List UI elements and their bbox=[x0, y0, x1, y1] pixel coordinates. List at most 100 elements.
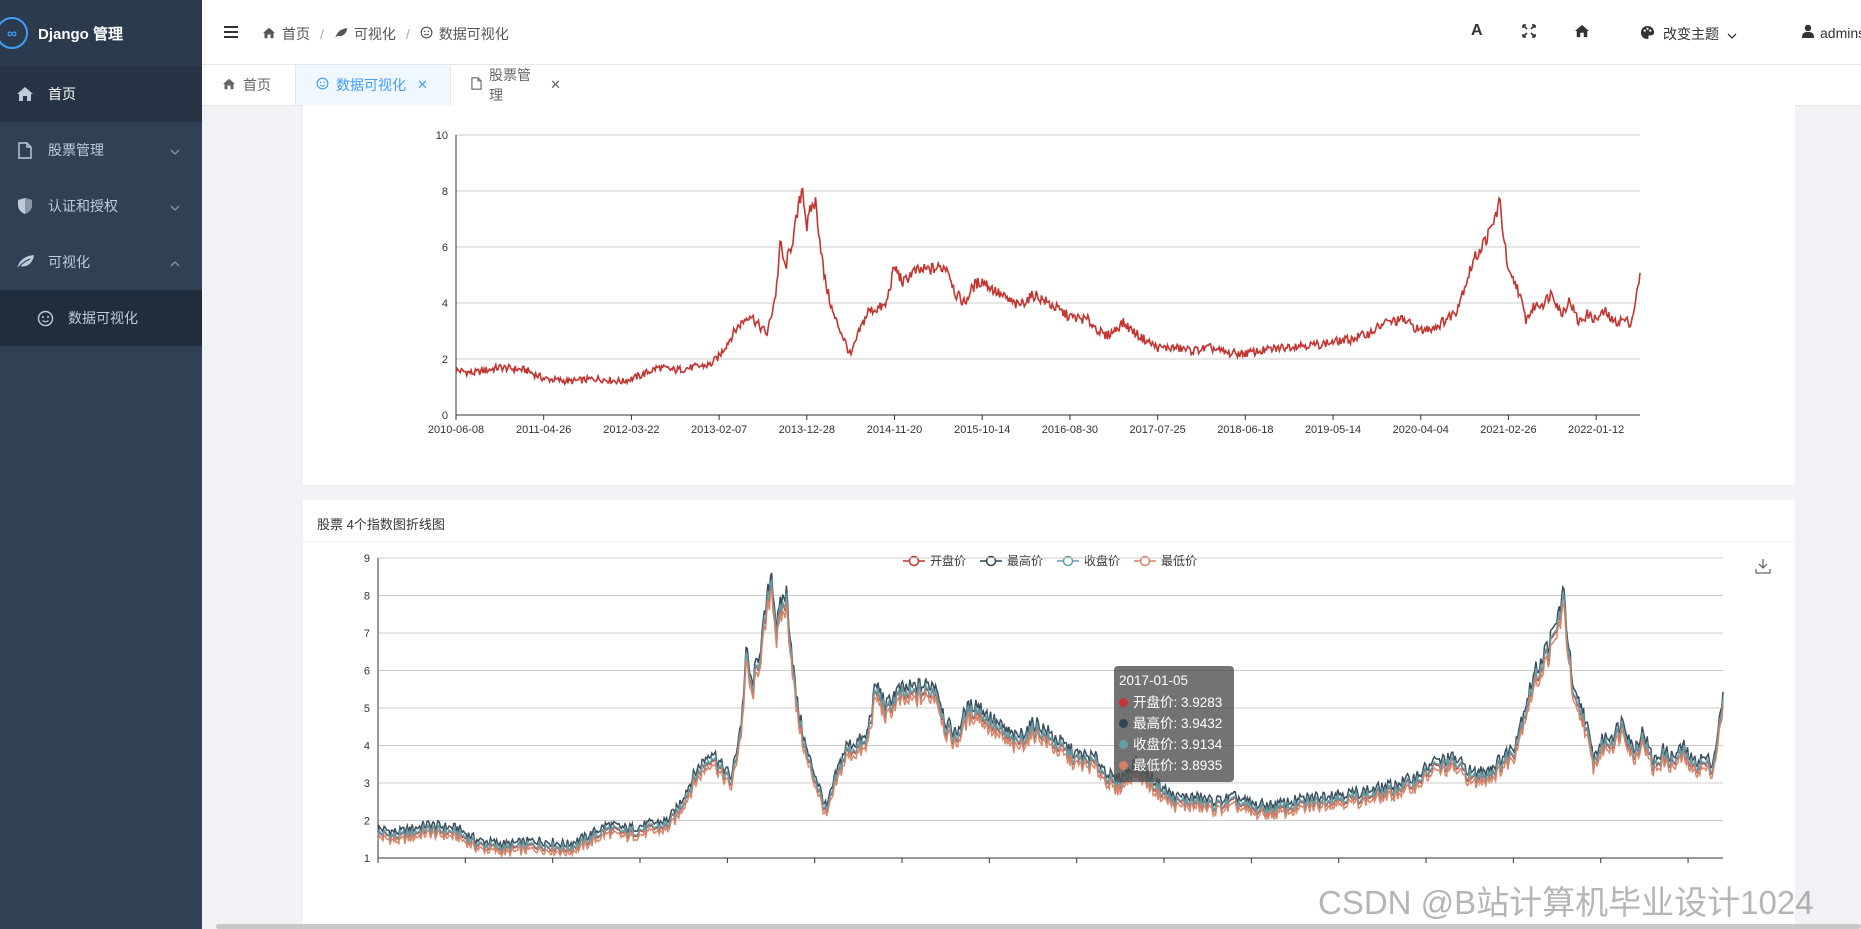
y-tick-label: 3 bbox=[364, 778, 370, 790]
tooltip-row: 最高价: 3.9432 bbox=[1119, 713, 1229, 734]
home-icon[interactable] bbox=[1574, 24, 1590, 43]
series-line bbox=[377, 589, 1724, 859]
tooltip-value: 开盘价: 3.9283 bbox=[1133, 695, 1223, 710]
breadcrumb-home[interactable]: 首页 bbox=[282, 26, 310, 42]
shield-icon bbox=[14, 195, 36, 217]
y-tick-label: 4 bbox=[442, 298, 448, 310]
sidebar-item-label: 首页 bbox=[48, 86, 76, 102]
y-tick-label: 2 bbox=[442, 354, 448, 366]
brand[interactable]: ∞ Django 管理 bbox=[0, 0, 202, 66]
x-tick-label: 2020-04-04 bbox=[1393, 424, 1449, 436]
chevron-down-icon bbox=[1727, 26, 1737, 42]
x-tick-label: 2018-06-18 bbox=[1217, 424, 1273, 436]
x-tick-label: 2021-02-26 bbox=[1480, 424, 1536, 436]
divider bbox=[303, 541, 1795, 542]
series-line bbox=[455, 187, 1641, 387]
x-tick-label: 2011-04-26 bbox=[516, 424, 571, 436]
tooltip-row: 收盘价: 3.9134 bbox=[1119, 734, 1229, 755]
sidebar-item-label: 数据可视化 bbox=[68, 310, 138, 326]
user-icon bbox=[1802, 24, 1814, 41]
x-tick-label: 2015-10-14 bbox=[954, 424, 1010, 436]
smile-icon bbox=[420, 26, 433, 42]
theme-label: 改变主题 bbox=[1663, 26, 1719, 42]
price-line-chart: 0 2 4 6 8 10 2010-06-08 2011-04-26 2012-03-22 201… bbox=[428, 130, 1641, 436]
series-line bbox=[377, 572, 1724, 851]
indices-line-chart: 1 2 3 4 5 6 7 8 9 bbox=[364, 553, 1724, 865]
x-tick-label: 2013-02-07 bbox=[691, 424, 747, 436]
y-tick-label: 6 bbox=[442, 242, 448, 254]
font-size-icon[interactable]: A bbox=[1471, 22, 1483, 39]
x-tick-label: 2010-06-08 bbox=[428, 424, 484, 436]
home-icon bbox=[14, 83, 36, 105]
sidebar-item-label: 认证和授权 bbox=[48, 198, 118, 214]
tab-stock[interactable]: 股票管理 ✕ bbox=[451, 65, 581, 105]
tooltip-value: 收盘价: 3.9134 bbox=[1133, 737, 1223, 752]
file-icon bbox=[471, 77, 482, 93]
y-tick-label: 4 bbox=[364, 741, 370, 753]
submenu-visualization: 数据可视化 bbox=[0, 290, 202, 346]
chart-tooltip: 2017-01-05 开盘价: 3.9283 最高价: 3.9432 收盘价: … bbox=[1114, 666, 1234, 782]
fullscreen-icon[interactable] bbox=[1522, 24, 1536, 43]
infinity-logo-icon: ∞ bbox=[0, 17, 28, 49]
sidebar-item-label: 可视化 bbox=[48, 254, 90, 270]
user-menu[interactable]: admins bbox=[1802, 24, 1861, 41]
y-tick-label: 7 bbox=[364, 628, 370, 640]
theme-dropdown[interactable]: 改变主题 bbox=[1640, 24, 1737, 44]
tooltip-date: 2017-01-05 bbox=[1119, 673, 1189, 688]
chart-card-price: 0 2 4 6 8 10 2010-06-08 2011-04-26 2012-03-22 201… bbox=[303, 105, 1795, 485]
tooltip-value: 最低价: 3.8935 bbox=[1133, 758, 1223, 773]
tab-label: 数据可视化 bbox=[336, 77, 406, 93]
sidebar-item-data-visualization[interactable]: 数据可视化 bbox=[0, 290, 202, 346]
tab-home[interactable]: 首页 bbox=[202, 65, 295, 105]
header: 首页 / 可视化 / 数据可视化 A 改变主题 admins bbox=[202, 0, 1861, 65]
y-tick-label: 1 bbox=[364, 853, 370, 865]
x-tick-label: 2017-07-25 bbox=[1129, 424, 1185, 436]
file-icon bbox=[14, 139, 36, 161]
app-title: Django 管理 bbox=[38, 25, 123, 43]
x-tick-label: 2016-08-30 bbox=[1042, 424, 1098, 436]
close-icon[interactable]: ✕ bbox=[417, 77, 428, 92]
chevron-down-icon bbox=[170, 198, 180, 214]
y-tick-label: 8 bbox=[364, 591, 370, 603]
chart-title: 股票 4个指数图折线图 bbox=[317, 517, 445, 532]
sidebar: ∞ Django 管理 首页 股票管理 认证和授权 可视化 bbox=[0, 0, 202, 929]
series-dot-icon bbox=[1119, 719, 1128, 728]
x-tick-label: 2013-12-28 bbox=[779, 424, 835, 436]
tab-bar: 首页 数据可视化 ✕ 股票管理 ✕ bbox=[202, 65, 1861, 106]
series-dot-icon bbox=[1119, 761, 1128, 770]
download-icon[interactable] bbox=[1755, 558, 1771, 579]
series-line bbox=[377, 580, 1724, 855]
breadcrumb-visualization[interactable]: 可视化 bbox=[353, 26, 396, 42]
user-label: admins bbox=[1820, 24, 1861, 41]
y-tick-label: 9 bbox=[364, 553, 370, 565]
y-tick-label: 6 bbox=[364, 666, 370, 678]
sidebar-item-home[interactable]: 首页 bbox=[0, 66, 202, 122]
breadcrumb-separator: / bbox=[320, 26, 324, 42]
y-tick-label: 10 bbox=[436, 130, 448, 142]
breadcrumb-separator: / bbox=[405, 26, 410, 42]
close-icon[interactable]: ✕ bbox=[550, 77, 561, 92]
y-tick-label: 5 bbox=[364, 703, 370, 715]
sidebar-item-auth[interactable]: 认证和授权 bbox=[0, 178, 202, 234]
tooltip-row: 最低价: 3.8935 bbox=[1119, 755, 1229, 776]
tooltip-value: 最高价: 3.9432 bbox=[1133, 716, 1223, 731]
y-tick-label: 2 bbox=[364, 816, 370, 828]
x-tick-label: 2022-01-12 bbox=[1568, 424, 1624, 436]
breadcrumb: 首页 / 可视化 / 数据可视化 bbox=[262, 24, 509, 44]
sidebar-item-stock[interactable]: 股票管理 bbox=[0, 122, 202, 178]
smile-icon bbox=[316, 77, 329, 93]
tab-label: 首页 bbox=[243, 77, 271, 93]
chevron-up-icon bbox=[170, 254, 180, 270]
menu-toggle-icon[interactable] bbox=[224, 25, 238, 43]
leaf-icon bbox=[334, 26, 348, 42]
breadcrumb-current: 数据可视化 bbox=[438, 26, 509, 42]
x-tick-label: 2019-05-14 bbox=[1305, 424, 1361, 436]
sidebar-item-label: 股票管理 bbox=[48, 142, 104, 158]
tab-data-visualization[interactable]: 数据可视化 ✕ bbox=[295, 65, 451, 105]
watermark: CSDN @B站计算机毕业设计1024 bbox=[1318, 884, 1814, 921]
sidebar-item-visualization[interactable]: 可视化 bbox=[0, 234, 202, 290]
chevron-down-icon bbox=[170, 142, 180, 158]
tab-label: 股票管理 bbox=[489, 67, 531, 103]
smile-icon bbox=[34, 307, 56, 329]
horizontal-scrollbar[interactable] bbox=[216, 924, 1861, 929]
